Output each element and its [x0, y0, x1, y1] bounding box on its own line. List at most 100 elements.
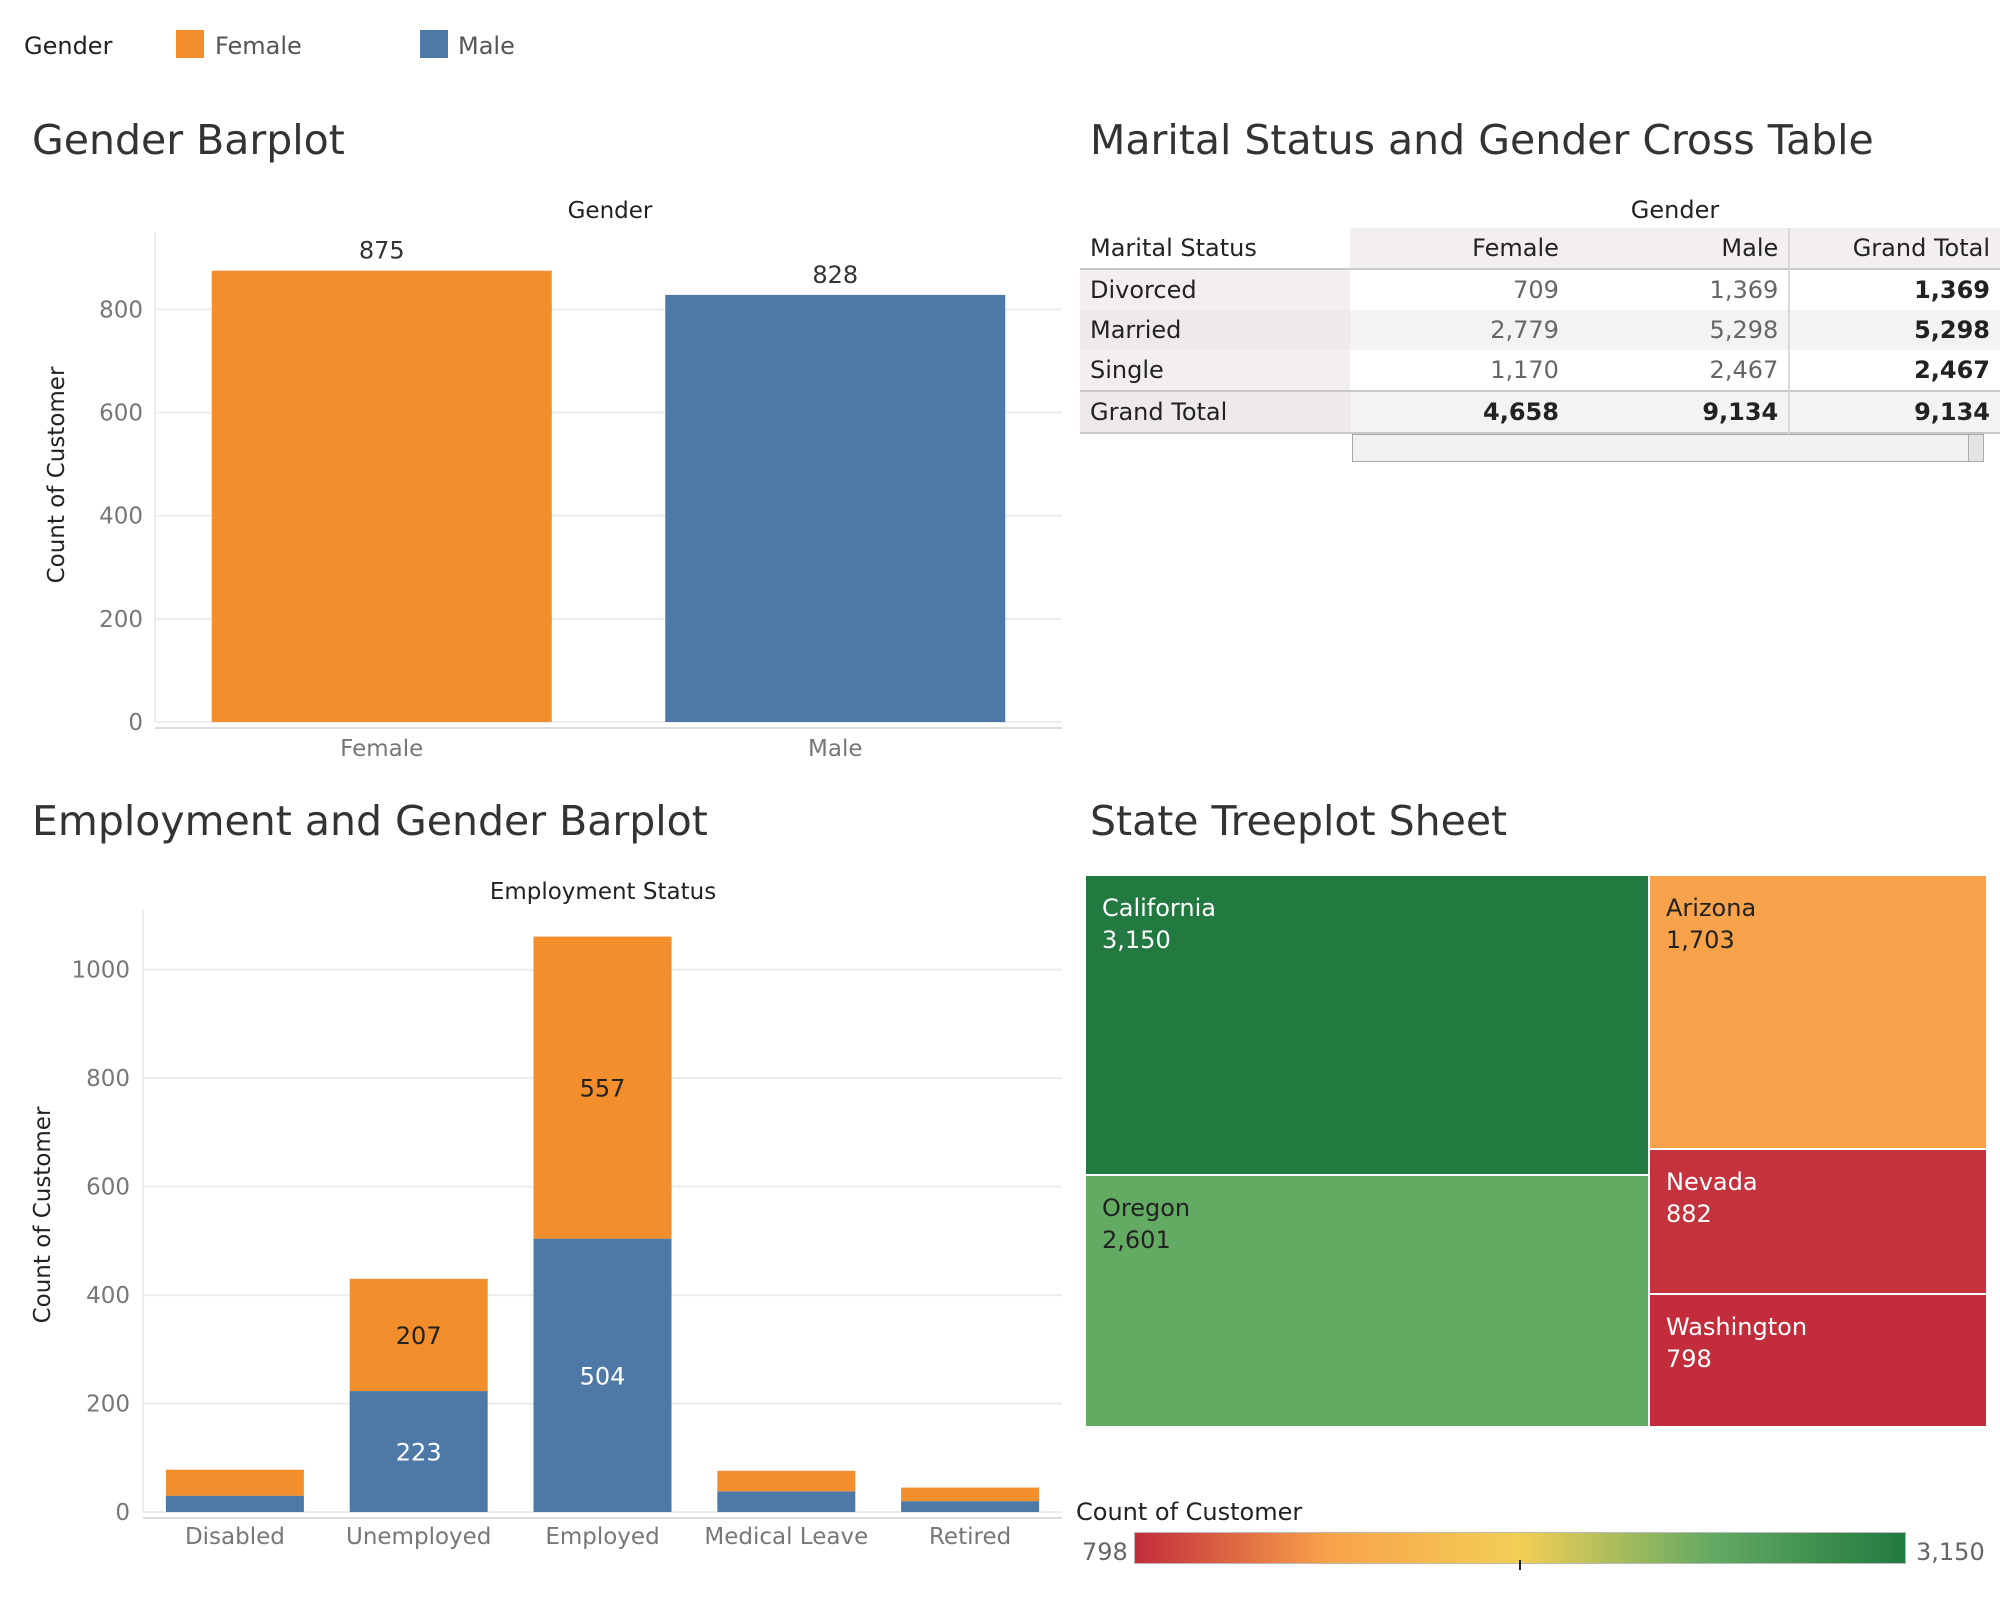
- scrollbar-thumb[interactable]: [1968, 435, 1983, 461]
- state-name: Nevada: [1666, 1168, 1758, 1196]
- cross-table-row-label: Divorced: [1080, 269, 1350, 310]
- gender-bar-chart: 0 200 400 600 800 Gender Count of Customer 875 F…: [44, 198, 1062, 762]
- state-name: California: [1102, 894, 1216, 922]
- table-row: Divorced 709 1,369 1,369: [1080, 269, 2000, 310]
- treemap-cell-arizona[interactable]: Arizona 1,703: [1650, 876, 1986, 1150]
- table-row-grand-total: Grand Total 4,658 9,134 9,134: [1080, 391, 2000, 433]
- state-value: 882: [1666, 1200, 1712, 1228]
- state-name: Arizona: [1666, 894, 1757, 922]
- cross-table-scrollbar[interactable]: [1352, 434, 1984, 462]
- color-legend-max: 3,150: [1916, 1538, 1985, 1566]
- color-legend-ramp[interactable]: [1134, 1532, 1906, 1564]
- state-value: 798: [1666, 1345, 1712, 1373]
- data-label: 875: [359, 237, 405, 265]
- y-tick-label: 0: [115, 1500, 130, 1526]
- gender-barplot-title: Gender Barplot: [32, 116, 345, 164]
- table-cell: 2,779: [1490, 316, 1559, 344]
- treemap-cell-washington[interactable]: Washington 798: [1650, 1295, 1986, 1426]
- state-value: 1,703: [1666, 926, 1735, 954]
- treemap-label-arizona: Arizona 1,703: [1650, 876, 1986, 972]
- treemap-title: State Treeplot Sheet: [1090, 797, 1508, 845]
- x-axis-title: Employment Status: [490, 879, 716, 905]
- treemap-label-nevada: Nevada 882: [1650, 1150, 1986, 1246]
- x-tick-label: Male: [808, 736, 862, 762]
- table-cell: 9,134: [1788, 391, 2000, 433]
- state-value: 2,601: [1102, 1226, 1171, 1254]
- cross-table-title: Marital Status and Gender Cross Table: [1090, 116, 1874, 164]
- data-label: 557: [580, 1075, 626, 1103]
- state-name: Washington: [1666, 1313, 1808, 1341]
- treemap-cell-nevada[interactable]: Nevada 882: [1650, 1150, 1986, 1295]
- legend-label-female[interactable]: Female: [215, 32, 302, 60]
- y-tick-label: 800: [99, 297, 143, 323]
- legend-swatch-female[interactable]: [176, 30, 204, 58]
- bar-male-unemployed: [349, 1391, 488, 1512]
- legend-title: Gender: [24, 32, 113, 60]
- y-tick-label: 400: [99, 504, 143, 530]
- cross-table-row-label: Grand Total: [1080, 391, 1350, 433]
- table-cell: 2,467: [1788, 350, 2000, 391]
- bar-male-medical-leave: [717, 1491, 856, 1512]
- y-tick-label: 800: [86, 1066, 130, 1092]
- table-cell: 1,170: [1490, 356, 1559, 384]
- bar-female-unemployed: [349, 1278, 488, 1392]
- treemap-label-washington: Washington 798: [1650, 1295, 1986, 1391]
- table-cell: 2,467: [1709, 356, 1779, 384]
- cross-table-col-grand-total[interactable]: Grand Total: [1788, 228, 2000, 269]
- bar-female-medical-leave: [717, 1470, 856, 1492]
- table-row: Married 2,779 5,298 5,298: [1080, 310, 2000, 350]
- table-cell: 4,658: [1483, 398, 1559, 426]
- cross-table: Marital Status Female Male Grand Total D…: [1080, 228, 2000, 434]
- bar-male: [665, 294, 1006, 722]
- x-tick-label: Disabled: [185, 1524, 285, 1550]
- cross-table-col-male[interactable]: Male: [1568, 228, 1790, 269]
- table-cell: 5,298: [1788, 310, 2000, 350]
- state-value: 3,150: [1102, 926, 1171, 954]
- cross-table-row-label: Married: [1080, 310, 1350, 350]
- treemap-label-california: California 3,150: [1086, 876, 1648, 972]
- employment-bar-chart: 0 200 400 600 800 1000 Employment Status Count …: [30, 879, 1062, 1550]
- table-row: Single 1,170 2,467 2,467: [1080, 350, 2000, 391]
- color-legend-title: Count of Customer: [1076, 1498, 1303, 1526]
- y-tick-label: 200: [86, 1392, 130, 1418]
- data-label: 207: [396, 1322, 442, 1350]
- color-legend-min: 798: [1082, 1538, 1128, 1566]
- legend-swatch-male[interactable]: [420, 30, 448, 58]
- y-axis-title: Count of Customer: [44, 366, 70, 583]
- y-tick-label: 600: [86, 1175, 130, 1201]
- y-tick-label: 600: [99, 401, 143, 427]
- data-label: 223: [396, 1439, 442, 1467]
- x-axis-title: Gender: [568, 198, 653, 224]
- employment-barplot-title: Employment and Gender Barplot: [32, 797, 708, 845]
- cross-table-col-female[interactable]: Female: [1349, 228, 1569, 269]
- cross-table-row-label: Single: [1080, 350, 1350, 391]
- bar-female-employed: [533, 936, 672, 1239]
- bar-male-retired: [901, 1501, 1040, 1512]
- x-tick-label: Retired: [929, 1524, 1011, 1550]
- bar-female-retired: [901, 1487, 1040, 1502]
- cross-table-column-group: Gender: [1630, 196, 1720, 224]
- y-tick-label: 0: [128, 710, 143, 736]
- table-cell: 5,298: [1709, 316, 1779, 344]
- table-cell: 1,369: [1709, 276, 1779, 304]
- data-label: 828: [812, 261, 858, 289]
- treemap-cell-oregon[interactable]: Oregon 2,601: [1086, 1176, 1650, 1426]
- cross-table-header-row: Marital Status Female Male Grand Total: [1080, 228, 2000, 269]
- data-label: 504: [580, 1362, 626, 1390]
- table-cell: 709: [1513, 276, 1559, 304]
- treemap-cell-california[interactable]: California 3,150: [1086, 876, 1650, 1176]
- table-cell: 1,369: [1788, 269, 2000, 310]
- bar-male-disabled: [165, 1495, 304, 1512]
- color-legend-marker: [1519, 1560, 1521, 1570]
- state-name: Oregon: [1102, 1194, 1191, 1222]
- x-tick-label: Unemployed: [346, 1524, 491, 1550]
- y-axis-title: Count of Customer: [30, 1106, 56, 1323]
- x-tick-label: Medical Leave: [704, 1524, 868, 1550]
- y-tick-label: 1000: [71, 958, 130, 984]
- legend-label-male[interactable]: Male: [458, 32, 515, 60]
- x-tick-label: Employed: [545, 1524, 659, 1550]
- treemap-label-oregon: Oregon 2,601: [1086, 1176, 1648, 1272]
- bar-female: [211, 270, 552, 722]
- x-tick-label: Female: [340, 736, 423, 762]
- state-treemap: California 3,150 Oregon 2,601 Arizona 1,…: [1086, 876, 1986, 1426]
